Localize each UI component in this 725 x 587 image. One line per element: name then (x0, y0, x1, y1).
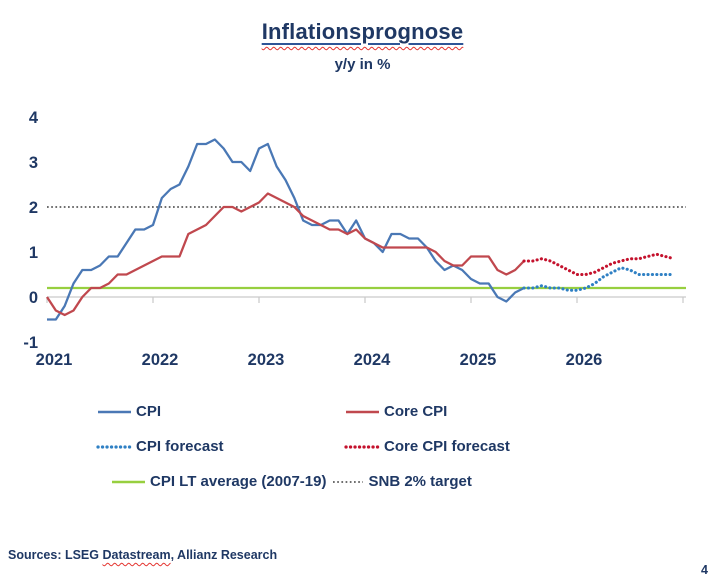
legend-label-core-cpi: Core CPI (384, 403, 448, 420)
sources-prefix: Sources: LSEG (8, 548, 103, 562)
legend-item-cpi-forecast: CPI forecast (95, 438, 343, 455)
legend-label-snb-target: SNB 2% target (368, 473, 472, 490)
chart-title-text: Inflationsprognose (261, 19, 464, 44)
x-axis-label: 2026 (566, 351, 603, 369)
series-core-cpi-line (46, 192, 525, 317)
core-cpi-forecast-swatch-icon (344, 444, 381, 449)
y-axis-label: 4 (29, 109, 39, 127)
legend-label-core-cpi-forecast: Core CPI forecast (384, 438, 510, 455)
sources-suffix: , Allianz Research (170, 548, 278, 562)
sources-datastream-word: Datastream (102, 548, 171, 562)
y-axis-label: 3 (29, 154, 38, 172)
series-cpi-forecast-line (522, 266, 676, 292)
legend-item-cpi: CPI (95, 403, 343, 420)
y-axis-label: -1 (23, 334, 38, 352)
legend-item-core-cpi-forecast: Core CPI forecast (343, 438, 510, 455)
legend-label-lt-average: CPI LT average (2007-19) (150, 473, 327, 490)
legend-item-snb-target: SNB 2% target (331, 473, 472, 490)
legend-row-3: CPI LT average (2007-19) SNB 2% target (95, 469, 635, 494)
x-axis-label: 2024 (354, 351, 392, 369)
series-cpi-line (47, 138, 525, 321)
series-core-cpi-forecast-line (522, 252, 676, 277)
page-number: 4 (701, 563, 708, 577)
x-axis-label: 2022 (142, 351, 179, 369)
snb-target-swatch-icon (333, 480, 364, 483)
legend-item-core-cpi: Core CPI (343, 403, 447, 420)
x-axis-label: 2021 (36, 351, 73, 369)
legend-row-1: CPI Core CPI (95, 399, 635, 424)
y-axis-label: 0 (29, 289, 38, 307)
cpi-forecast-swatch-icon (96, 444, 133, 449)
legend-row-2: CPI forecast Core CPI forecast (95, 434, 635, 459)
chart-legend: CPI Core CPI CPI forecast Core CPI forec… (95, 399, 635, 494)
chart-header: Inflationsprognose y/y in % (0, 10, 725, 73)
chart-subtitle: y/y in % (334, 56, 391, 73)
x-axis-label: 2025 (460, 351, 497, 369)
legend-label-cpi-forecast: CPI forecast (136, 438, 224, 455)
legend-label-cpi: CPI (136, 403, 162, 420)
x-axis-label: 2023 (248, 351, 285, 369)
sources-note: Sources: LSEG Datastream, Allianz Resear… (8, 548, 277, 562)
core-cpi-line-swatch-icon (346, 410, 379, 413)
cpi-line-swatch-icon (98, 410, 131, 413)
y-axis-label: 2 (29, 199, 38, 217)
page-title: Inflationsprognose (0, 10, 725, 47)
y-axis-label: 1 (29, 244, 38, 262)
lt-average-swatch-icon (112, 480, 145, 483)
legend-item-lt-average: CPI LT average (2007-19) (109, 473, 326, 490)
